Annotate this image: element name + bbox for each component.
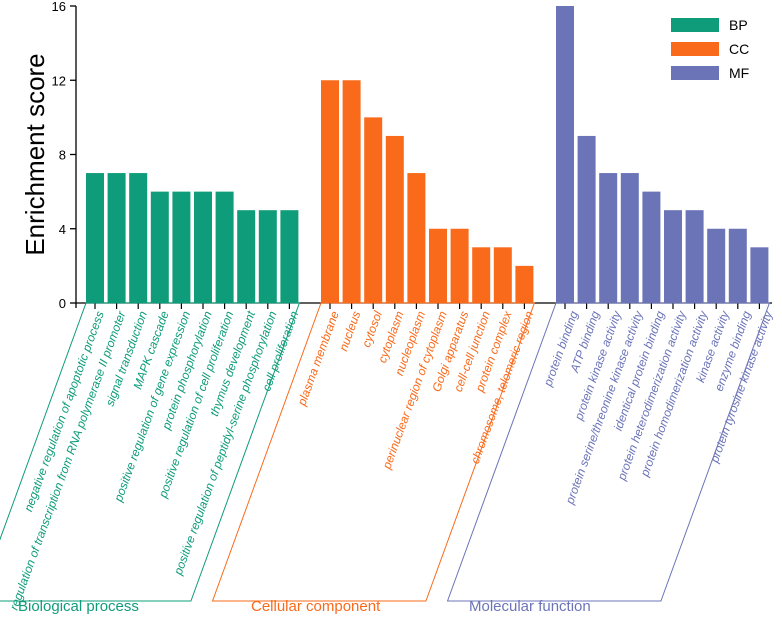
bar-cc (385, 135, 404, 303)
y-tick-label: 0 (59, 296, 66, 311)
bar-mf (664, 210, 682, 303)
category-labels: negative regulation of apoptotic process… (7, 308, 776, 612)
bar-bp (150, 191, 169, 303)
bar-mf (556, 6, 574, 303)
legend-swatch-bp (671, 18, 719, 32)
bar-bp (215, 191, 234, 303)
bar-cc (429, 228, 447, 303)
bar-cc (364, 117, 383, 303)
bar-mf (685, 210, 704, 303)
bar-mf (599, 173, 618, 303)
bars (86, 6, 769, 303)
bar-bp (258, 210, 277, 303)
bar-bp (107, 173, 126, 303)
group-bracket-mf (446, 302, 771, 602)
legend-swatch-cc (671, 42, 719, 56)
bar-bp (237, 210, 256, 303)
bar-mf (577, 135, 596, 303)
bar-bp (86, 173, 104, 303)
bar-bp (129, 173, 148, 303)
bar-cc (450, 228, 469, 303)
bar-mf (642, 191, 661, 303)
group-name-mf: Molecular function (469, 598, 591, 615)
bar-bp (194, 191, 212, 303)
y-tick-label: 12 (52, 73, 66, 88)
legend-label-mf: MF (729, 65, 749, 81)
bar-cc (321, 80, 339, 303)
category-label: plasma membrane (294, 309, 342, 408)
bar-bp (280, 210, 299, 303)
bar-bp (172, 191, 191, 303)
group-bracket-cc (211, 302, 536, 602)
y-axis-title: Enrichment score (20, 53, 50, 255)
bar-cc (407, 173, 426, 303)
legend-label-cc: CC (729, 41, 749, 57)
bar-mf (728, 228, 747, 303)
group-name-cc: Cellular component (251, 598, 381, 615)
bar-mf (707, 228, 726, 303)
legend-swatch-mf (671, 66, 719, 80)
bar-mf (620, 173, 639, 303)
bar-cc (493, 247, 512, 303)
group-bracket-bp (0, 302, 301, 602)
group-name-bp: Biological process (18, 598, 139, 615)
group-brackets: Biological process Cellular component Mole… (0, 302, 771, 615)
legend-label-bp: BP (729, 17, 748, 33)
y-tick-label: 16 (52, 0, 66, 14)
bar-cc (472, 247, 491, 303)
bar-cc (515, 265, 534, 303)
bar-cc (342, 80, 361, 303)
legend: BP CC MF (671, 17, 749, 81)
bar-mf (750, 247, 769, 303)
y-tick-label: 8 (59, 148, 66, 163)
y-tick-label: 4 (59, 222, 66, 237)
